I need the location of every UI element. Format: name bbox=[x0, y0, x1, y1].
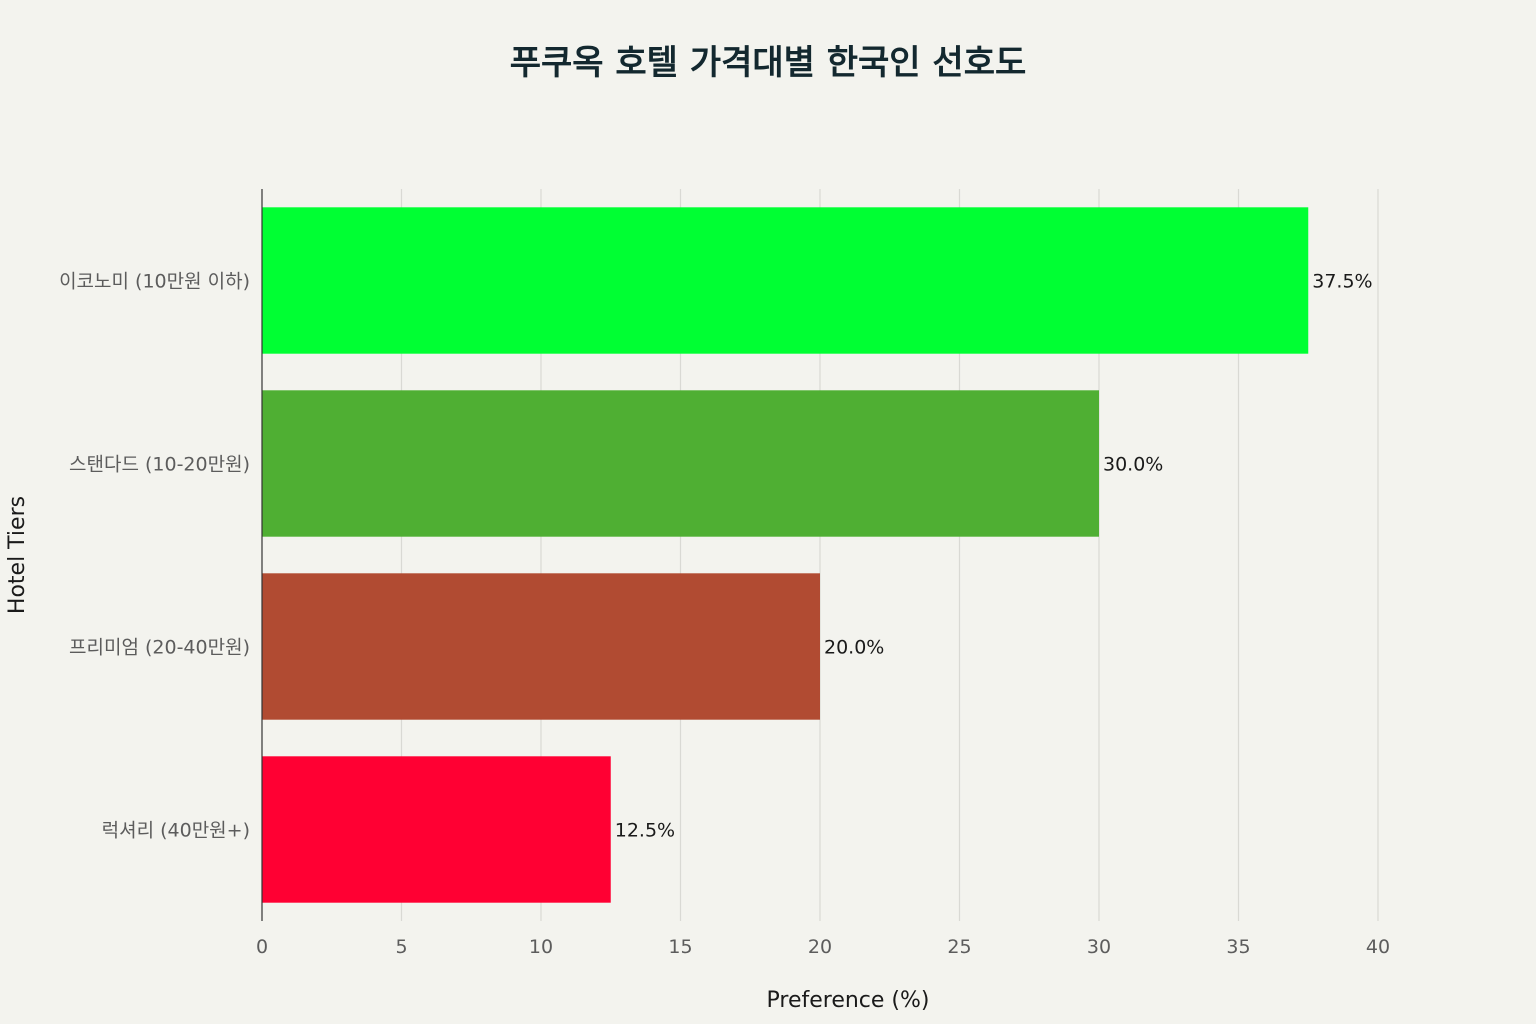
category-label: 이코노미 (10만원 이하) bbox=[59, 271, 250, 293]
data-label: 12.5% bbox=[615, 820, 675, 842]
x-tick-label: 30 bbox=[1087, 936, 1111, 958]
x-tick-label: 5 bbox=[395, 936, 407, 958]
x-tick-label: 15 bbox=[668, 936, 692, 958]
x-tick-labels: 0 5 10 15 20 25 30 35 40 bbox=[256, 936, 1390, 958]
category-label: 스탠다드 (10-20만원) bbox=[69, 454, 250, 476]
x-tick-label: 25 bbox=[947, 936, 971, 958]
x-tick-label: 0 bbox=[256, 936, 268, 958]
data-label: 30.0% bbox=[1103, 454, 1163, 476]
bar-3 bbox=[262, 573, 820, 720]
category-label: 프리미엄 (20-40만원) bbox=[69, 637, 250, 659]
data-labels: 37.5% 30.0% 20.0% 12.5% bbox=[615, 271, 1373, 842]
x-tick-label: 35 bbox=[1226, 936, 1250, 958]
x-tick-label: 10 bbox=[529, 936, 553, 958]
category-label: 럭셔리 (40만원+) bbox=[102, 820, 250, 842]
chart-title: 푸쿠옥 호텔 가격대별 한국인 선호도 bbox=[510, 43, 1027, 83]
x-tick-label: 40 bbox=[1366, 936, 1390, 958]
category-labels: 이코노미 (10만원 이하) 스탠다드 (10-20만원) 프리미엄 (20-40만… bbox=[59, 271, 250, 842]
bar-4 bbox=[262, 756, 611, 903]
bar-2 bbox=[262, 390, 1099, 537]
data-label: 37.5% bbox=[1312, 271, 1372, 293]
x-tick-label: 20 bbox=[808, 936, 832, 958]
y-axis-title: Hotel Tiers bbox=[5, 496, 30, 614]
bars-group bbox=[262, 207, 1309, 903]
x-axis-title: Preference (%) bbox=[767, 988, 930, 1013]
data-label: 20.0% bbox=[824, 637, 884, 659]
bar-1 bbox=[262, 207, 1309, 354]
